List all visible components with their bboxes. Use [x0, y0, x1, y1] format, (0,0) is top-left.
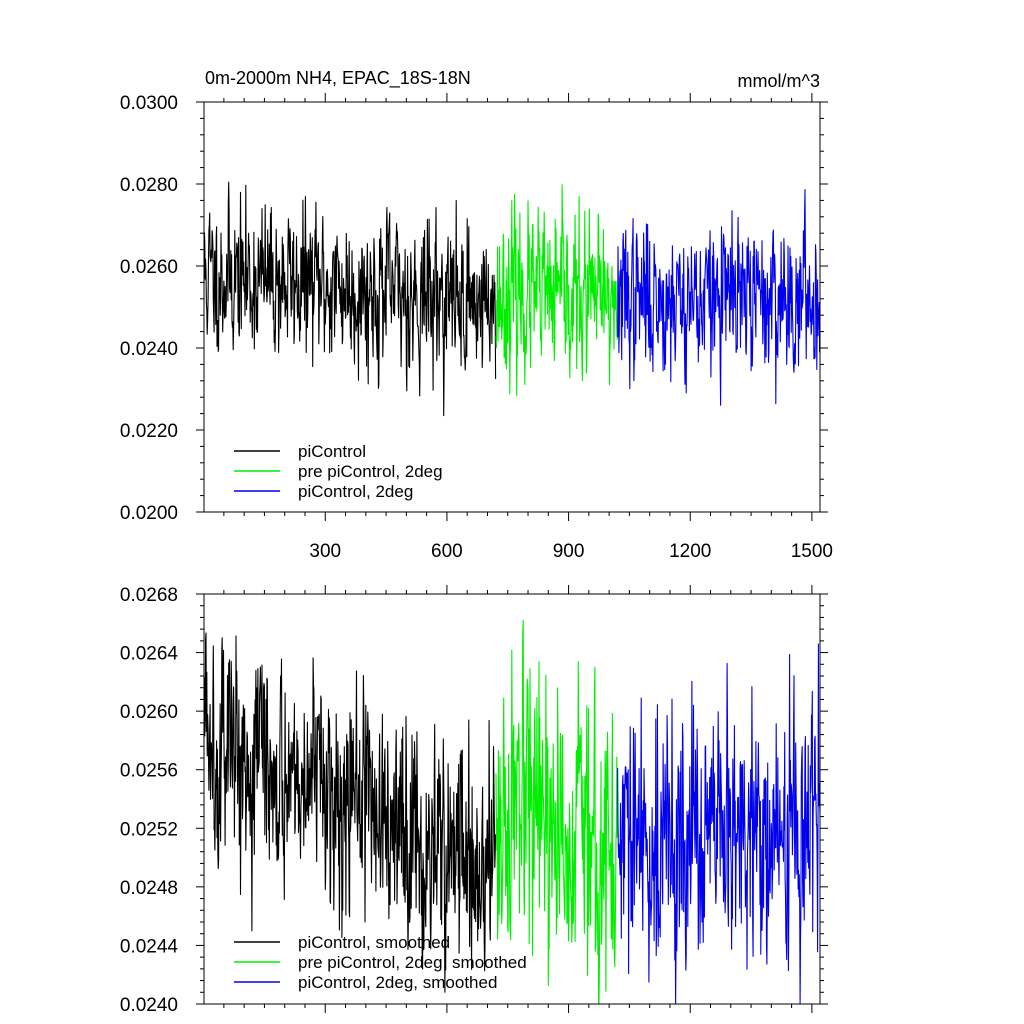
- y-tick-label: 0.0260: [120, 702, 178, 723]
- y-tick-label: 0.0220: [120, 421, 178, 442]
- legend-label-picontrol-2deg-smoothed: piControl, 2deg, smoothed: [298, 973, 497, 992]
- series-line-2-1: [203, 632, 497, 993]
- legend-label-picontrol-smoothed: piControl, smoothed: [298, 933, 450, 952]
- y-tick-label: 0.0268: [120, 585, 178, 606]
- x-tick-label: 300: [309, 541, 341, 562]
- y-tick-label: 0.0264: [120, 644, 179, 665]
- series-line-1-3: [617, 189, 821, 406]
- panel-2-legend: piControl, smoothed pre piControl, 2deg,…: [234, 933, 527, 992]
- panel-2-ticks: 0.0240 0.0244 0.0248 0.0252 0.0256 0.0260 0.02…: [120, 585, 828, 1016]
- y-tick-label: 0.0240: [120, 995, 178, 1016]
- legend-label-pre-picontrol-2deg-smoothed: pre piControl, 2deg, smoothed: [298, 953, 527, 972]
- panel-1: 0.0200 0.0220 0.0240 0.0260 0.0280 0.0300 300 6…: [120, 93, 833, 562]
- panel-1-title: 0m-2000m NH4, EPAC_18S-18N: [205, 68, 471, 89]
- y-tick-label: 0.0240: [120, 339, 178, 360]
- panel-1-units: mmol/m^3: [738, 71, 820, 91]
- y-tick-label: 0.0256: [120, 761, 178, 782]
- legend-label-picontrol-2deg: piControl, 2deg: [298, 482, 413, 501]
- series-line-2-3: [617, 643, 821, 1005]
- x-tick-label: 1200: [669, 541, 711, 562]
- x-tick-label: 600: [431, 541, 463, 562]
- y-tick-label: 0.0260: [120, 257, 178, 278]
- y-tick-label: 0.0280: [120, 175, 178, 196]
- panel-1-series: [203, 181, 821, 417]
- y-tick-label: 0.0248: [120, 878, 178, 899]
- series-line-1-2: [495, 184, 618, 397]
- x-tick-label: 1500: [791, 541, 833, 562]
- legend-label-pre-picontrol-2deg: pre piControl, 2deg: [298, 462, 443, 481]
- panel-1-ticks: 0.0200 0.0220 0.0240 0.0260 0.0280 0.0300 300 6…: [120, 93, 833, 562]
- series-line-2-2: [495, 619, 618, 1005]
- panel-1-legend: piControl pre piControl, 2deg piControl,…: [234, 442, 443, 501]
- panel-1-frame: [203, 101, 821, 513]
- panel-2-series: [203, 619, 821, 1005]
- y-tick-label: 0.0200: [120, 503, 178, 524]
- y-tick-label: 0.0244: [120, 936, 179, 957]
- legend-label-picontrol: piControl: [298, 442, 366, 461]
- series-line-1-1: [203, 181, 497, 417]
- y-tick-label: 0.0300: [120, 93, 178, 114]
- panel-2-frame: [203, 593, 821, 1005]
- y-tick-label: 0.0252: [120, 819, 178, 840]
- x-tick-label: 900: [553, 541, 585, 562]
- panel-2: 0.0240 0.0244 0.0248 0.0252 0.0256 0.0260 0.02…: [120, 585, 828, 1016]
